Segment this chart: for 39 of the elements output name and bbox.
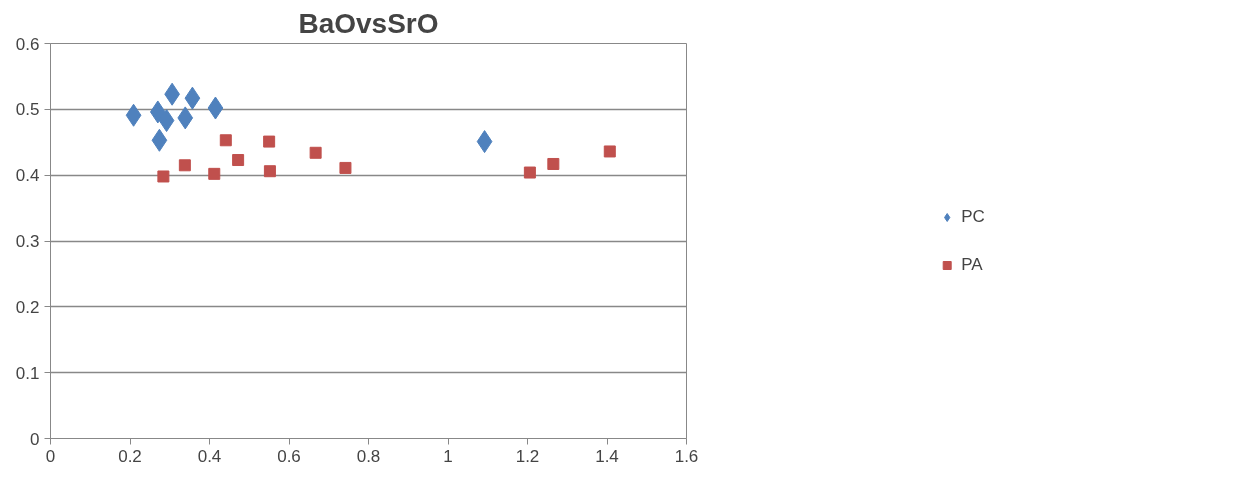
point	[263, 135, 276, 148]
point	[158, 109, 175, 133]
point	[547, 157, 560, 170]
point	[151, 128, 168, 152]
y-tick-label: 0.2	[15, 297, 40, 317]
point	[309, 146, 322, 159]
x-tick-label: 0.8	[356, 446, 381, 466]
point	[178, 159, 191, 172]
x-tick-label: 1.4	[595, 446, 619, 466]
x-tick-label: 0.4	[197, 446, 222, 466]
x-tick-label: 0.6	[277, 446, 301, 466]
point	[149, 100, 166, 124]
y-tick-label: 0.4	[15, 166, 40, 186]
y-tick-label: 0.3	[15, 232, 40, 251]
point	[476, 130, 493, 154]
y-tick-label: 0.6	[15, 34, 40, 54]
y-tick-label: 0	[30, 429, 40, 449]
point	[339, 161, 352, 174]
chart-title: BaOvsSrO	[298, 7, 439, 39]
x-tick-label: 0	[45, 446, 56, 466]
point	[263, 165, 276, 178]
x-tick-label: 1.6	[674, 446, 699, 466]
point	[219, 134, 232, 147]
point	[207, 96, 224, 120]
point	[208, 167, 221, 180]
point	[603, 145, 616, 158]
point	[184, 86, 201, 110]
y-tick-label: 0.1	[15, 363, 40, 383]
point	[157, 170, 170, 183]
point	[232, 154, 245, 167]
x-tick-label: 0.2	[118, 446, 142, 466]
x-tick-label: 1.2	[515, 446, 540, 466]
x-tick-label: 1	[443, 446, 453, 466]
y-tick-label: 0.5	[15, 100, 40, 120]
legend-label: PC	[961, 206, 985, 227]
legend-label: PA	[961, 254, 983, 275]
point	[125, 103, 142, 127]
point	[523, 166, 536, 179]
point	[177, 106, 194, 130]
